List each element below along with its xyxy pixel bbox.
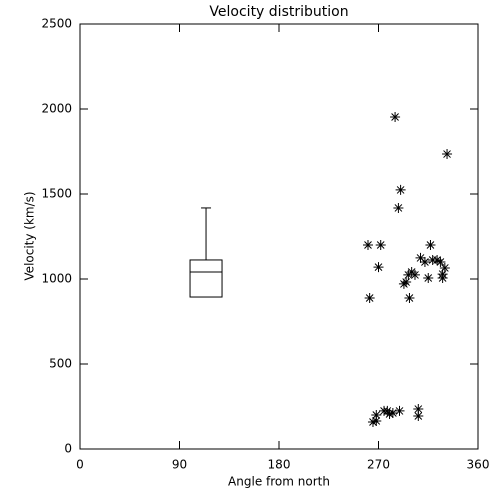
marker (375, 240, 386, 250)
marker (409, 269, 420, 280)
marker (432, 254, 443, 265)
marker (367, 416, 378, 427)
marker (384, 408, 395, 419)
box-body (189, 259, 223, 298)
marker (393, 202, 404, 213)
x-tick-label: 90 (172, 458, 187, 472)
y-tick-label: 1000 (41, 272, 72, 286)
marker (423, 272, 434, 283)
x-tick-label: 270 (367, 458, 390, 472)
marker (390, 111, 401, 122)
marker (404, 293, 415, 304)
marker (362, 240, 373, 250)
marker (413, 404, 424, 415)
x-axis-label: Angle from north (228, 475, 330, 489)
marker (394, 405, 405, 416)
marker (442, 149, 453, 160)
y-tick-label: 0 (64, 442, 72, 456)
marker (387, 407, 398, 418)
chart-title: Velocity distribution (209, 4, 348, 20)
y-axis-label: Velocity (km/s) (23, 191, 37, 280)
marker (415, 252, 426, 263)
x-tick-label: 180 (268, 458, 291, 472)
marker (435, 257, 446, 267)
marker (364, 293, 375, 304)
y-tick-label: 1500 (41, 187, 72, 201)
marker (439, 262, 450, 273)
marker (413, 411, 424, 422)
marker (401, 277, 412, 288)
marker (395, 184, 406, 195)
marker (371, 415, 382, 426)
marker (437, 272, 448, 283)
y-tick-label: 500 (49, 357, 72, 371)
plot-frame (79, 23, 479, 450)
marker (419, 257, 430, 267)
marker (373, 262, 384, 273)
marker (371, 410, 382, 420)
y-tick-label: 2500 (41, 17, 72, 31)
marker (382, 405, 393, 416)
marker (425, 240, 436, 250)
y-tick-label: 2000 (41, 102, 72, 116)
x-tick-label: 360 (467, 458, 490, 472)
x-tick-label: 0 (76, 458, 84, 472)
